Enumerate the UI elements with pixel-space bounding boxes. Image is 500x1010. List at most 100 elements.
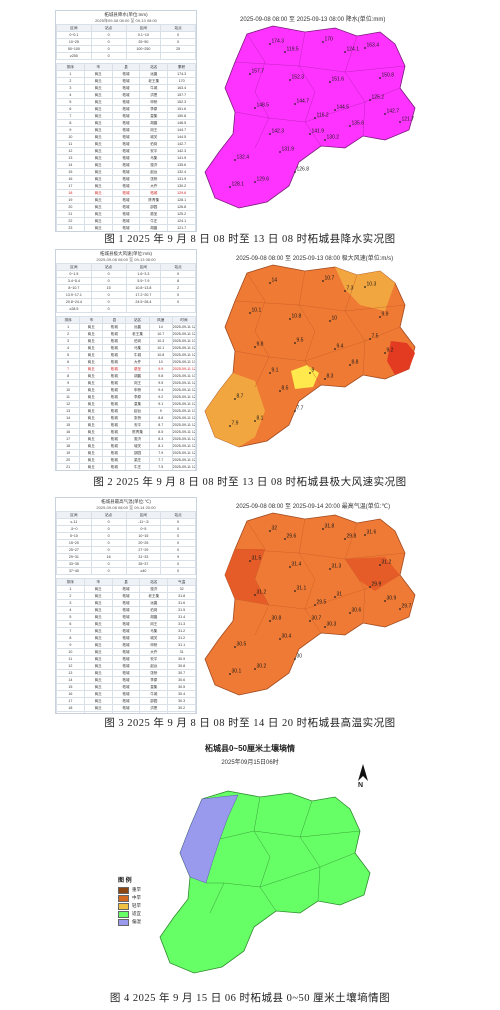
table-cell: 张桥 (125, 414, 150, 422)
table-cell: 商丘 (79, 435, 104, 443)
station-dot (329, 320, 331, 322)
table-cell: 柘城 (111, 133, 141, 141)
station-value-label: 31.3 (332, 564, 342, 570)
figure-4: 柘城县0~50厘米土壤墒情 2025年09月15日06时 N 图 例 重旱 中旱轻… (0, 735, 500, 1010)
temp-rank-table: 排序市县站名 气温 1 商丘 柘城 惠济 32 2 商丘 柘城 老王集 31.8 3 商丘 柘城 远襄 31.6… (56, 578, 196, 713)
table-cell: 0 (90, 270, 127, 278)
table-cell: 22 (56, 217, 85, 225)
table-cell: 商丘 (83, 154, 113, 162)
table-cell: 5~10 (56, 532, 92, 540)
table-cell: 2 (56, 592, 85, 600)
table-cell: 商丘 (83, 140, 113, 148)
table-cell: 0 (90, 31, 127, 39)
station-value-label: 152.3 (292, 75, 305, 81)
station-dot (349, 125, 351, 127)
table-cell: 31 (167, 648, 196, 656)
table-cell: 柘城 (102, 400, 127, 408)
table-cell: 商丘 (83, 711, 113, 713)
table-cell: 商丘 (79, 337, 104, 345)
station-dot (294, 658, 296, 660)
wind-zone-light (335, 267, 395, 311)
station-dot (309, 133, 311, 135)
table-cell: 30.9 (167, 655, 196, 663)
table-cell: 14 (56, 161, 85, 169)
temp-table-subtitle: 2025-09-08 08:00 至 09-14 20:00 (96, 505, 156, 510)
wind-table-title: 柘城县极大风速(单位:m/s) (100, 251, 152, 256)
table-cell: 1 (56, 585, 85, 593)
station-dot (229, 186, 231, 188)
station-value-label: 30.6 (352, 608, 362, 614)
table-cell: 商丘 (79, 323, 104, 331)
station-value-label: 30.5 (237, 642, 247, 648)
table-cell: 胡襄 (139, 613, 169, 621)
table-cell: 柘城 (111, 620, 141, 628)
table-cell: 柘城 (111, 585, 141, 593)
temp-table: 柘城县最高气温(单位:℃) 2025-09-08 08:00 至 09-14 2… (55, 497, 197, 714)
station-dot (324, 378, 326, 380)
table-cell: 老王集 (139, 77, 169, 85)
table-header-cell: 区间 (56, 511, 92, 519)
wind-zone-strong (387, 341, 415, 375)
table-cell: 0 (160, 291, 196, 299)
station-value-label: 125.2 (372, 95, 385, 101)
table-cell: 0 (90, 567, 127, 575)
station-value-label: 128.1 (232, 182, 245, 188)
table-cell: 7.9 (148, 449, 173, 457)
legend-label: 轻旱 (132, 903, 141, 908)
station-value-label: 8.7 (237, 394, 244, 400)
table-cell: 13 (56, 154, 85, 162)
table-header-cell: 时间 (171, 316, 196, 324)
table-cell: 柘城 (111, 648, 141, 656)
table-cell: 慈圣 (125, 365, 150, 373)
station-value-label: 30.4 (282, 634, 292, 640)
wind-map: 14 10.7 10.3 10.1 10.8 10 9.9 9.8 9.5 9.4 9.2 9.1 9 8… (204, 264, 416, 448)
table-cell: 19 (56, 711, 85, 713)
table-header-cell: 区间 (125, 24, 162, 32)
table-cell: 2025-09-11 12:44 (171, 421, 196, 429)
table-cell: 柘城 (102, 379, 127, 387)
table-cell: 远襄 (139, 599, 169, 607)
figure-1-caption: 图 1 2025 年 9 月 8 日 08 时至 13 日 08 时柘城县降水实… (104, 234, 396, 245)
table-row: 16 商丘 柘城 牛城 30.4 (56, 690, 196, 698)
table-cell: 马集 (139, 627, 169, 635)
table-cell: 安平 (125, 421, 150, 429)
north-label: N (358, 782, 364, 789)
table-cell: 9.1 (148, 400, 173, 408)
wind-zone-weak (291, 365, 319, 389)
table-cell: 柘城 (111, 627, 141, 635)
station-value-label: 157.7 (252, 69, 265, 75)
table-row: 5 商丘 柘城 胡襄 31.4 (56, 613, 196, 621)
station-dot (384, 600, 386, 602)
station-value-label: 29.9 (372, 582, 382, 588)
station-value-label: 31.5 (252, 556, 262, 562)
table-cell: 商丘 (83, 634, 113, 642)
table-cell: 31~33 (125, 553, 162, 561)
table-cell: 柘城 (111, 711, 141, 713)
table-cell (160, 52, 196, 60)
table-cell: 7 (56, 365, 81, 373)
table-cell: 城关 (125, 442, 150, 450)
table-cell: 惠济 (125, 435, 150, 443)
table-cell: 10.1 (148, 344, 173, 352)
table-cell: 商丘 (83, 189, 113, 197)
station-dot (279, 638, 281, 640)
figure-2-caption: 图 2 2025 年 9 月 8 日 08 时至 13 日 08 时柘城县极大风… (93, 477, 407, 488)
table-cell: 150.8 (167, 112, 196, 120)
station-value-label: 30.9 (387, 596, 397, 602)
table-cell: 柘城 (102, 421, 127, 429)
station-value-label: 30.2 (257, 664, 267, 670)
table-cell: 牛城 (139, 84, 169, 92)
table-cell: 8.7 (148, 421, 173, 429)
station-dot (344, 51, 346, 53)
table-cell: 柘城 (111, 70, 141, 78)
table-header-cell: 区间 (56, 263, 92, 271)
table-row: 1 商丘 柘城 远襄 174.3 (56, 70, 196, 78)
table-cell: 37~40 (56, 567, 92, 575)
table-header-cell: 站点 (160, 511, 196, 519)
station-dot (379, 316, 381, 318)
